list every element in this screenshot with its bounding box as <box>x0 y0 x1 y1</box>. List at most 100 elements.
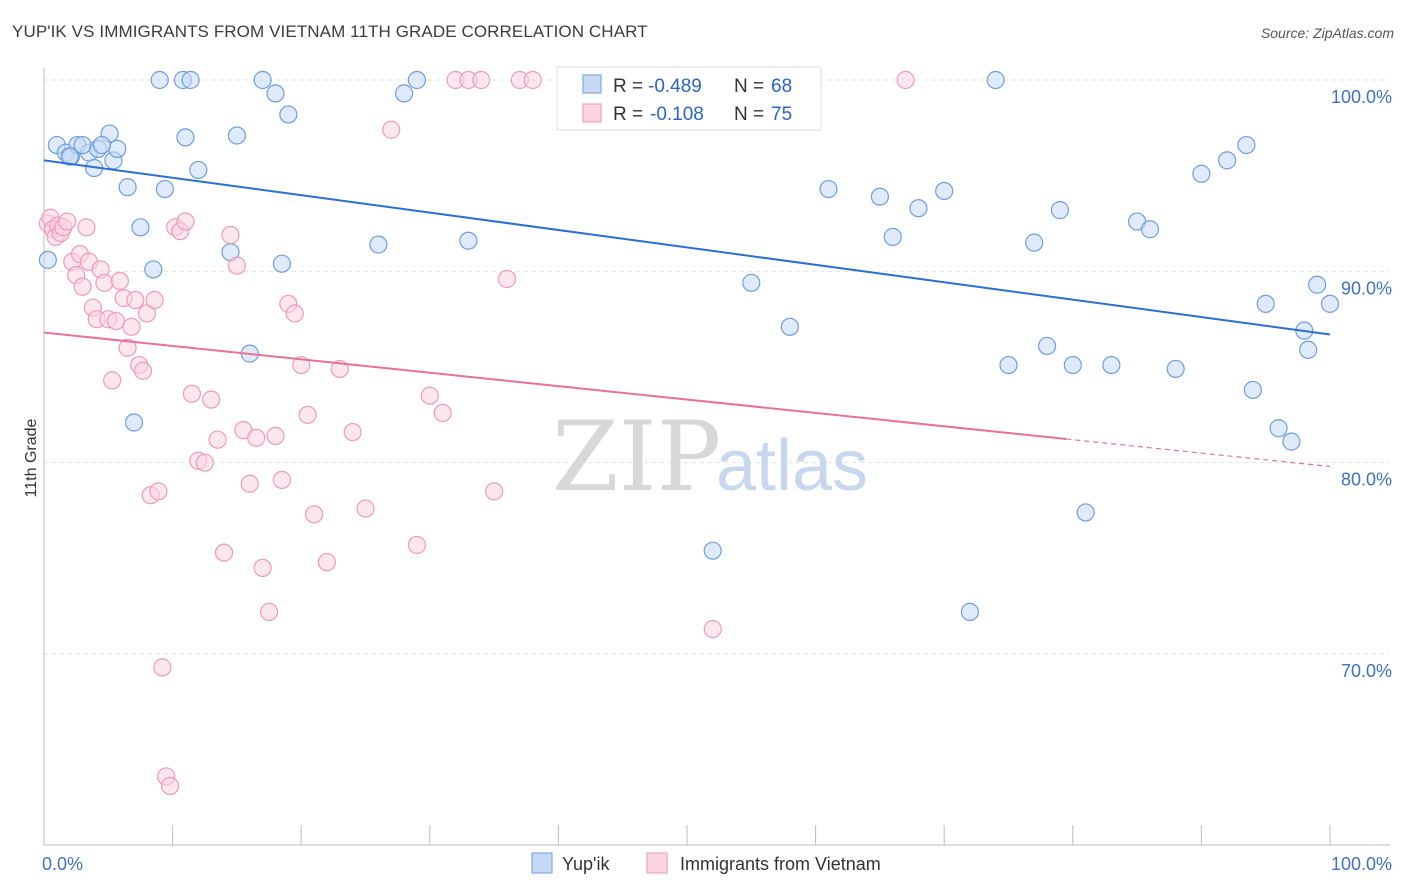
yupik-point <box>108 139 127 158</box>
yupik-point <box>124 413 144 432</box>
vietnam-point <box>153 658 172 677</box>
vietnam-point <box>259 602 279 622</box>
vietnam-point <box>304 505 324 524</box>
x-tick-label-max: 100.0% <box>1331 854 1392 874</box>
yupik-point <box>60 147 79 166</box>
vietnam-point <box>160 776 180 796</box>
yupik-point <box>38 250 57 269</box>
vietnam-point <box>703 620 722 639</box>
yupik-point <box>227 126 246 145</box>
vietnam-point <box>137 304 156 323</box>
vietnam-point <box>285 304 304 323</box>
yupik-point <box>369 235 388 254</box>
vietnam-point <box>103 371 122 390</box>
yupik-point <box>999 355 1018 375</box>
yupik-point <box>1308 275 1327 294</box>
vietnam-point <box>126 290 145 310</box>
vietnam-point <box>266 426 285 445</box>
vietnam-point <box>73 277 92 296</box>
yupik-point <box>181 70 200 90</box>
vietnam-point <box>149 482 168 501</box>
watermark-zip: ZIP <box>552 401 721 513</box>
trend-line-vietnam <box>43 331 1067 441</box>
vietnam-point <box>208 430 227 449</box>
yupik-point <box>459 231 478 250</box>
watermark-atlas: atlas <box>716 426 868 506</box>
yupik-point <box>155 179 174 199</box>
vietnam-point <box>485 482 504 501</box>
vietnam-point <box>95 273 114 292</box>
yupik-point <box>1320 294 1340 313</box>
vietnam-point <box>214 543 234 562</box>
series-vietnam-points <box>38 70 915 796</box>
yupik-point <box>883 227 902 246</box>
yupik-point <box>394 84 414 103</box>
x-tick-label-min: 0.0% <box>42 854 83 874</box>
vietnam-point <box>240 474 259 493</box>
yupik-point <box>279 105 298 124</box>
yupik-point <box>150 70 169 90</box>
yupik-point <box>819 179 838 199</box>
yupik-point <box>1269 419 1288 438</box>
vietnam-point <box>272 470 292 489</box>
y-tick-label: 100.0% <box>1331 87 1392 107</box>
chart-title: YUP'IK VS IMMIGRANTS FROM VIETNAM 11TH G… <box>12 22 648 41</box>
legend-n-value-2: 75 <box>771 104 792 125</box>
yupik-point <box>986 70 1005 90</box>
yupik-point <box>92 135 111 155</box>
yupik-point <box>272 254 292 273</box>
legend-r-label-2: R = <box>613 104 643 125</box>
yupik-point <box>935 181 954 201</box>
vietnam-point <box>247 428 266 447</box>
correlation-legend: R = -0.489 N = 68 R = -0.108 N = 75 <box>556 66 822 131</box>
legend-swatch-vietnam <box>582 103 602 123</box>
yupik-point <box>176 128 195 147</box>
vietnam-point <box>298 405 317 424</box>
yupik-point <box>1166 359 1185 379</box>
vietnam-point <box>145 290 164 310</box>
vietnam-point <box>227 256 246 275</box>
yupik-point <box>1237 135 1256 155</box>
series-yupik-points <box>38 70 1340 622</box>
yupik-point <box>1243 380 1262 400</box>
vietnam-point <box>433 403 452 423</box>
trend-lines <box>43 159 1331 468</box>
yupik-point <box>1299 340 1318 359</box>
yupik-point <box>253 70 272 90</box>
yupik-point <box>131 218 150 237</box>
vietnam-point <box>106 311 126 331</box>
trend-line-yupik <box>43 159 1331 336</box>
yupik-point <box>1218 151 1237 170</box>
axes <box>43 68 1390 846</box>
legend-r-value-2: -0.108 <box>650 104 704 125</box>
vietnam-point <box>407 535 427 555</box>
y-tick-labels: 70.0% 80.0% 90.0% 100.0% <box>1331 87 1392 681</box>
vietnam-point <box>382 120 401 139</box>
vietnam-point <box>176 212 195 231</box>
y-tick-label: 90.0% <box>1341 278 1392 298</box>
vietnam-point <box>202 390 221 409</box>
vietnam-point <box>118 338 137 357</box>
yupik-point <box>1063 355 1082 375</box>
yupik-point <box>144 260 163 279</box>
vietnam-point <box>110 271 129 290</box>
legend-r-label-1: R = <box>613 76 643 97</box>
legend-n-value-1: 68 <box>771 76 792 97</box>
yupik-point <box>407 70 427 90</box>
yupik-point <box>1282 432 1301 451</box>
vietnam-point <box>317 553 337 572</box>
yupik-point <box>960 602 980 622</box>
yupik-point <box>189 160 208 180</box>
yupik-point <box>703 541 722 560</box>
series-legend: Yup'ik Immigrants from Vietnam <box>531 852 881 874</box>
y-tick-label: 80.0% <box>1341 470 1392 490</box>
yupik-point <box>1256 294 1275 313</box>
y-tick-label: 70.0% <box>1341 661 1392 681</box>
vietnam-point <box>356 499 375 518</box>
yupik-point <box>1192 164 1211 183</box>
vietnam-point <box>896 70 915 90</box>
vietnam-point <box>523 70 542 90</box>
yupik-point <box>1025 233 1044 252</box>
legend-swatch-vietnam-bottom <box>646 852 668 874</box>
vietnam-point <box>497 269 517 289</box>
